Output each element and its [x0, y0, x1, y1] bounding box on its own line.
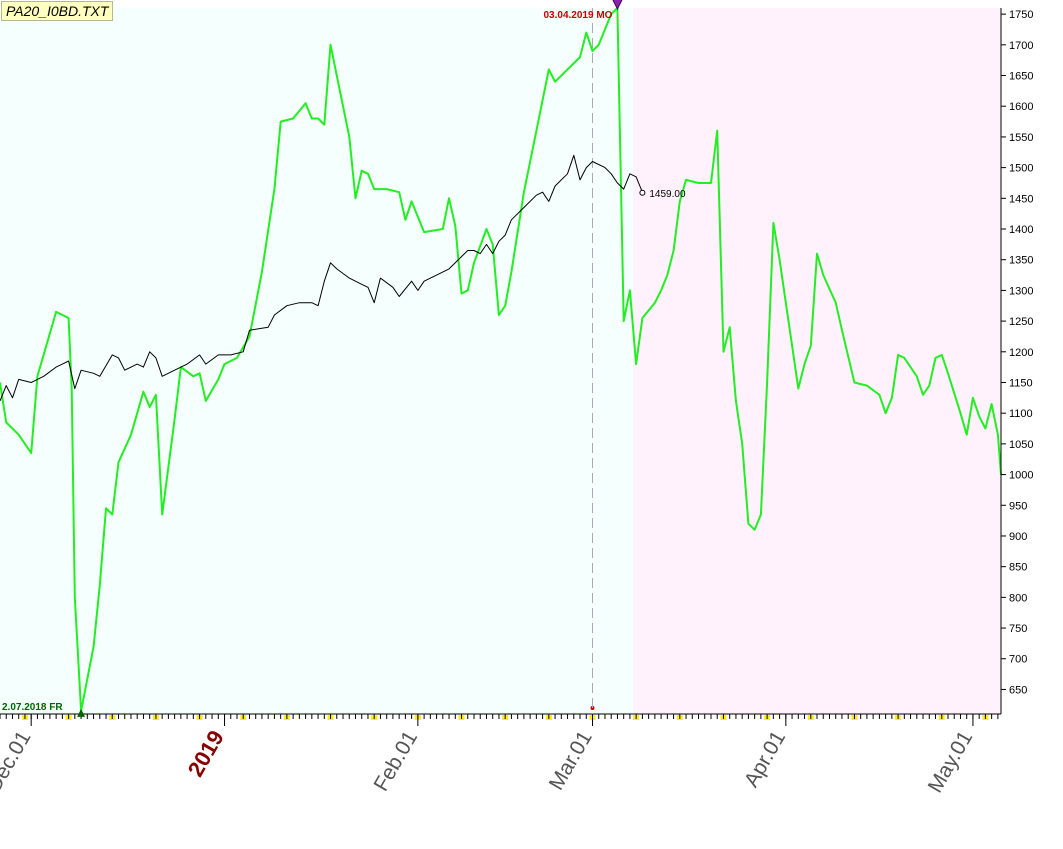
y-tick-label: 1750 [1009, 9, 1033, 21]
y-tick-label: 900 [1009, 531, 1027, 543]
y-tick-label: 800 [1009, 592, 1027, 604]
bottom-marker-label: 2.07.2018 FR [2, 702, 63, 713]
y-tick-label: 850 [1009, 562, 1027, 574]
y-tick-label: 650 [1009, 684, 1027, 696]
y-tick-label: 1450 [1009, 193, 1033, 205]
past-zone-background [0, 8, 634, 714]
y-tick-label: 1500 [1009, 163, 1033, 175]
price-series-line [0, 154, 643, 402]
forecast-series-line [0, 7, 1002, 712]
top-marker-label: 03.04.2019 MO [544, 10, 613, 21]
y-tick-label: 1200 [1009, 347, 1033, 359]
y-tick-label: 1700 [1009, 40, 1033, 52]
y-tick-label: 1300 [1009, 285, 1033, 297]
x-tick-label: May.01 [924, 727, 978, 797]
y-tick-label: 1600 [1009, 101, 1033, 113]
x-tick-label: Dec.01 [0, 727, 36, 796]
y-tick-label: 1650 [1009, 71, 1033, 83]
y-tick-label: 1150 [1009, 377, 1033, 389]
y-tick-label: 1400 [1009, 224, 1033, 236]
y-tick-label: 950 [1009, 500, 1027, 512]
last-value-label: 1459.00 [649, 189, 686, 200]
annotations: 1459.00 03.04.2019 MO 2.07.2018 FR [2, 0, 686, 717]
y-tick-label: 700 [1009, 654, 1027, 666]
y-tick-label: 1050 [1009, 439, 1033, 451]
last-value-marker [639, 189, 646, 196]
y-tick-label: 1250 [1009, 316, 1033, 328]
y-tick-label: 750 [1009, 623, 1027, 635]
future-zone-background [633, 8, 1001, 714]
x-axis: Dec.01 2019 Feb.01 Mar.01 Apr.01 May.01 [0, 706, 1001, 797]
y-tick-label: 1100 [1009, 408, 1033, 420]
y-tick-label: 1350 [1009, 255, 1033, 267]
x-tick-label: Apr.01 [740, 727, 790, 791]
top-arrow-icon [612, 0, 623, 11]
x-tick-label: 2019 [183, 726, 229, 781]
y-axis: 650 700 750 800 850 900 950 1000 1050 1100 1150 120… [1000, 8, 1033, 714]
series-layer [0, 7, 1002, 712]
x-tick-label: Mar.01 [545, 727, 597, 794]
y-tick-label: 1550 [1009, 132, 1033, 144]
file-name-label: PA20_I0BD.TXT [1, 1, 114, 21]
x-tick-label: Feb.01 [370, 727, 423, 795]
bottom-arrow-icon [77, 708, 86, 717]
y-tick-label: 1000 [1009, 470, 1033, 482]
